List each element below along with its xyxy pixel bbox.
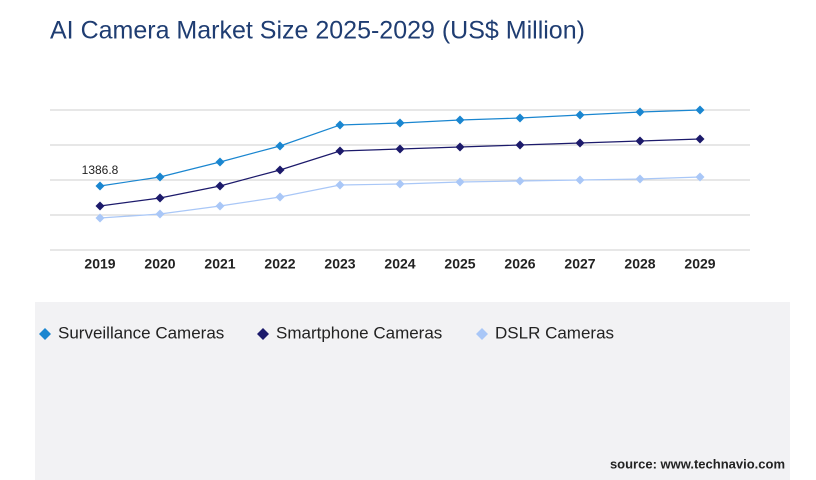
x-tick-label: 2027 bbox=[564, 256, 595, 272]
point bbox=[275, 165, 285, 175]
point bbox=[575, 175, 585, 185]
legend-marker bbox=[476, 328, 488, 340]
x-tick-label: 2021 bbox=[204, 256, 235, 272]
x-tick-label: 2019 bbox=[84, 256, 115, 272]
source: source: www.technavio.com bbox=[610, 456, 785, 471]
x-tick-label: 2022 bbox=[264, 256, 295, 272]
point bbox=[515, 176, 525, 186]
point bbox=[95, 213, 105, 223]
data-label: 1386.8 bbox=[82, 163, 119, 177]
point bbox=[215, 181, 225, 191]
x-tick-label: 2028 bbox=[624, 256, 655, 272]
legend-marker bbox=[39, 328, 51, 340]
point bbox=[695, 172, 705, 182]
x-tick-label: 2023 bbox=[324, 256, 355, 272]
point bbox=[275, 192, 285, 202]
chart-title: AI Camera Market Size 2025-2029 (US$ Mil… bbox=[50, 17, 585, 45]
point bbox=[455, 142, 465, 152]
point bbox=[575, 110, 585, 120]
point bbox=[395, 179, 405, 189]
point bbox=[155, 172, 165, 182]
point bbox=[155, 209, 165, 219]
point bbox=[215, 157, 225, 167]
point bbox=[515, 140, 525, 150]
point bbox=[695, 134, 705, 144]
x-tick-label: 2020 bbox=[144, 256, 175, 272]
point bbox=[335, 120, 345, 130]
point bbox=[155, 193, 165, 203]
point bbox=[575, 138, 585, 148]
x-tick-label: 2025 bbox=[444, 256, 475, 272]
point bbox=[335, 146, 345, 156]
legend-label: Surveillance Cameras bbox=[58, 323, 224, 342]
footer-panel bbox=[35, 302, 790, 480]
legend-label: Smartphone Cameras bbox=[276, 323, 442, 342]
x-tick-label: 2024 bbox=[384, 256, 415, 272]
point bbox=[395, 118, 405, 128]
point bbox=[275, 141, 285, 151]
legend-marker bbox=[257, 328, 269, 340]
point bbox=[95, 201, 105, 211]
point bbox=[695, 105, 705, 115]
x-tick-label: 2029 bbox=[684, 256, 715, 272]
point bbox=[635, 174, 645, 184]
point bbox=[215, 201, 225, 211]
point bbox=[455, 177, 465, 187]
x-tick-label: 2026 bbox=[504, 256, 535, 272]
legend-label: DSLR Cameras bbox=[495, 323, 614, 342]
point bbox=[95, 181, 105, 191]
point bbox=[635, 107, 645, 117]
point bbox=[395, 144, 405, 154]
point bbox=[455, 115, 465, 125]
point bbox=[635, 136, 645, 146]
point bbox=[335, 180, 345, 190]
point bbox=[515, 113, 525, 123]
